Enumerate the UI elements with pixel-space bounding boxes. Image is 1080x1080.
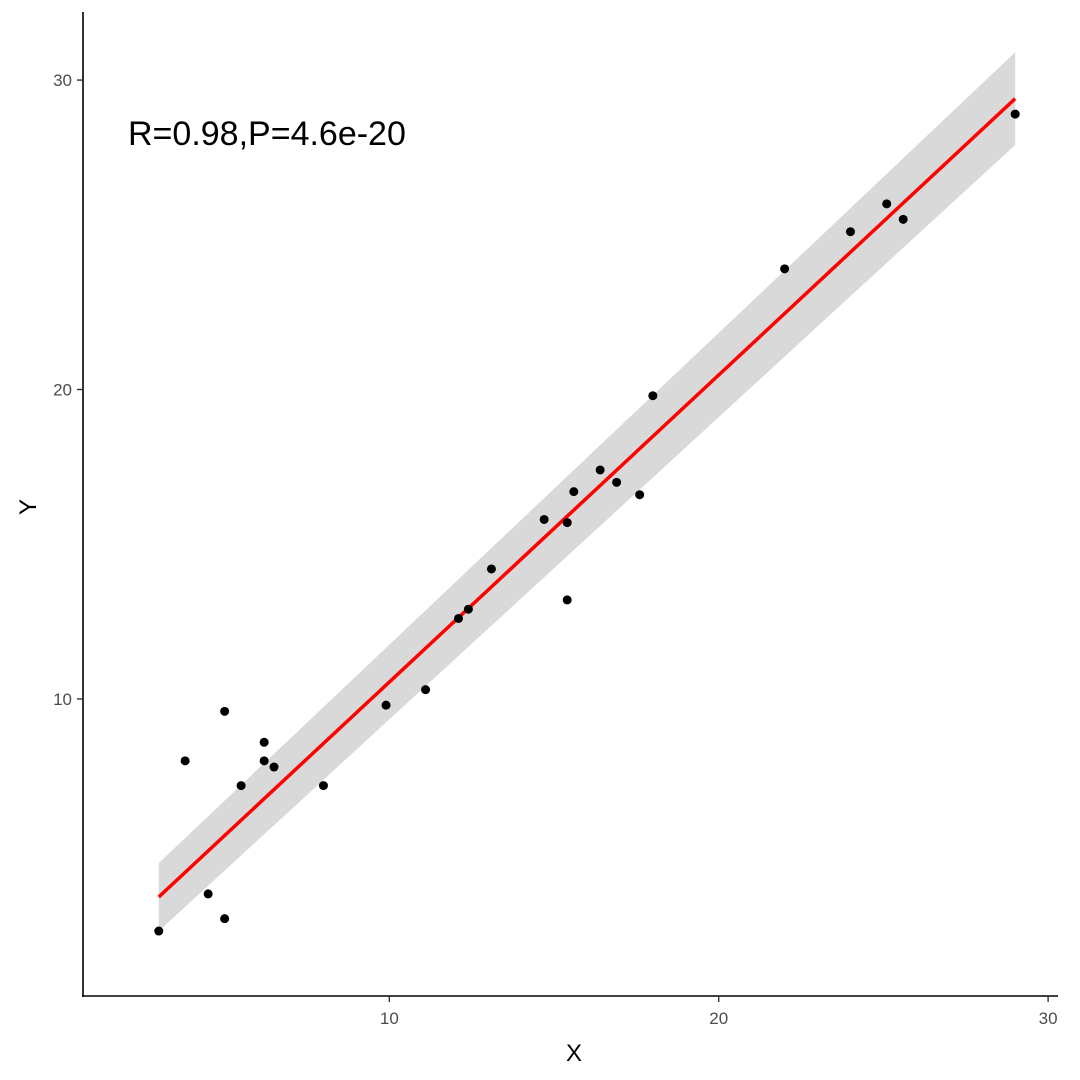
data-point <box>882 199 892 209</box>
confidence-band <box>158 52 1016 932</box>
data-point <box>259 756 269 766</box>
data-point <box>421 685 431 695</box>
data-point <box>463 604 473 614</box>
data-point <box>780 264 790 274</box>
data-point <box>648 391 658 401</box>
data-point <box>612 477 622 487</box>
fit-line-layer <box>157 97 1017 899</box>
y-tick-label: 20 <box>53 381 72 400</box>
correlation-annotation: R=0.98,P=4.6e-20 <box>128 115 406 153</box>
data-point <box>220 706 230 716</box>
data-point <box>381 700 391 710</box>
points-layer <box>154 109 1020 936</box>
data-point <box>154 926 164 936</box>
x-tick-label: 20 <box>709 1009 728 1028</box>
data-point <box>220 914 230 924</box>
data-point <box>454 613 464 623</box>
data-point <box>595 465 605 475</box>
data-point <box>898 214 908 224</box>
data-point <box>180 756 190 766</box>
data-point <box>845 227 855 237</box>
x-axis-title: X <box>566 1040 582 1067</box>
data-point <box>539 514 549 524</box>
y-tick-label: 10 <box>53 690 72 709</box>
data-point <box>635 490 645 500</box>
data-point <box>269 762 279 772</box>
x-tick-label: 10 <box>380 1009 399 1028</box>
data-point <box>562 595 572 605</box>
data-point <box>203 889 213 899</box>
data-point <box>486 564 496 574</box>
data-point <box>562 518 572 528</box>
y-tick-label: 30 <box>53 71 72 90</box>
confidence-band-layer <box>158 52 1016 932</box>
axes-layer: 10 20 30 10 20 30 <box>53 12 1058 1028</box>
data-point <box>569 487 579 497</box>
regression-line <box>157 97 1017 899</box>
y-axis-title: Y <box>15 499 42 515</box>
data-point <box>236 781 246 791</box>
x-tick-label: 30 <box>1039 1009 1058 1028</box>
data-point <box>259 737 269 747</box>
data-point <box>1010 109 1020 119</box>
data-point <box>318 781 328 791</box>
